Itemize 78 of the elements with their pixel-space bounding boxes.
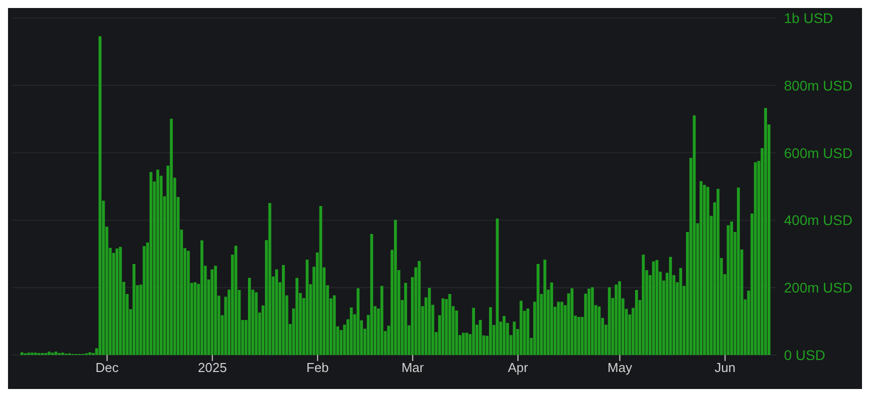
bar [608,287,611,355]
bar [88,352,92,355]
bar [200,240,204,355]
bar [370,234,374,355]
bar [472,308,475,355]
y-tick-label: 800m USD [784,77,852,94]
bar [394,220,397,355]
bar [462,332,465,355]
bar [282,265,285,355]
y-tick-label: 0 USD [784,346,826,363]
x-tick-label: Mar [401,360,425,376]
bar [642,254,645,355]
bar [588,288,590,355]
bar [142,246,146,355]
bar [214,266,217,355]
bar [186,250,190,355]
bar [194,282,197,355]
bar [614,284,618,355]
bar [478,320,482,355]
bar [428,288,431,355]
bar [706,186,710,355]
bar [679,268,682,355]
y-tick-label: 400m USD [784,212,852,228]
bar [20,352,24,355]
bar [275,269,278,355]
bar [118,246,122,355]
bar [116,248,118,355]
bar [98,36,102,355]
bar [536,264,540,355]
bar [234,246,238,355]
bar [543,260,546,355]
bar [764,108,767,355]
x-tick-label: May [608,360,633,376]
bar [170,118,173,355]
bar [590,287,594,355]
bar [700,181,702,355]
bar [635,290,638,355]
y-tick-label: 1b USD [784,10,834,26]
bar [716,188,720,355]
x-tick-label: Feb [306,360,329,376]
bar [736,188,740,355]
bar [550,282,554,355]
y-tick-label: 200m USD [784,280,852,296]
bar [496,218,499,355]
bar [702,184,706,355]
bar [150,172,152,355]
bar [132,264,136,355]
bar [520,300,523,355]
x-tick-label: Jun [714,360,736,376]
bar [296,278,298,355]
bar [570,288,574,355]
bar [526,308,530,355]
bar [669,256,672,355]
bar [306,260,309,355]
bar [652,261,655,355]
bar [502,316,506,355]
bar [489,307,492,355]
bar [404,282,408,355]
bar [598,306,601,355]
x-tick-label: Apr [508,360,529,376]
bar [248,278,251,355]
bar [618,281,621,355]
bar [655,260,658,355]
bar [380,286,384,355]
bar [356,288,360,355]
bar [442,298,444,355]
x-tick-label: 2025 [198,360,227,376]
bar [560,302,564,355]
bar [556,302,560,355]
bar [332,295,336,355]
bar [54,352,58,355]
x-tick-label: Dec [96,360,120,376]
bar [754,162,757,355]
bar [730,222,734,355]
bar [48,352,51,355]
bar [268,203,272,355]
bar [210,269,214,355]
y-tick-label: 600m USD [784,144,852,161]
